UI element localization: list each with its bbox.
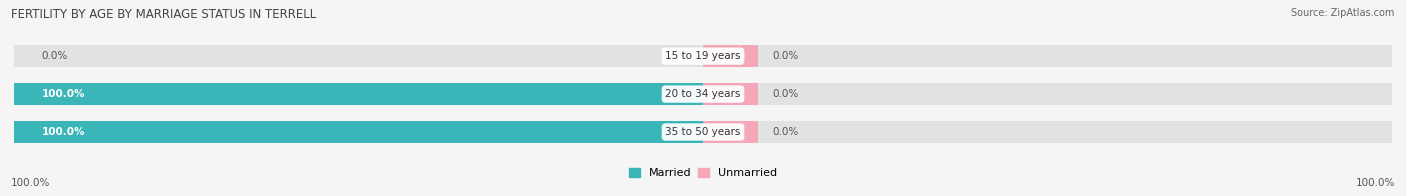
Text: 0.0%: 0.0% <box>772 127 799 137</box>
Text: Source: ZipAtlas.com: Source: ZipAtlas.com <box>1291 8 1395 18</box>
Bar <box>703 45 1392 67</box>
Bar <box>14 121 703 143</box>
Text: 20 to 34 years: 20 to 34 years <box>665 89 741 99</box>
Bar <box>703 83 758 105</box>
Bar <box>14 121 703 143</box>
Text: 100.0%: 100.0% <box>42 127 86 137</box>
Text: FERTILITY BY AGE BY MARRIAGE STATUS IN TERRELL: FERTILITY BY AGE BY MARRIAGE STATUS IN T… <box>11 8 316 21</box>
Text: 0.0%: 0.0% <box>772 51 799 61</box>
Text: 100.0%: 100.0% <box>1355 178 1395 188</box>
Bar <box>703 45 758 67</box>
Text: 0.0%: 0.0% <box>772 89 799 99</box>
Text: 100.0%: 100.0% <box>42 89 86 99</box>
Text: 0.0%: 0.0% <box>42 51 67 61</box>
Bar <box>14 83 703 105</box>
Bar <box>14 83 703 105</box>
Text: 100.0%: 100.0% <box>11 178 51 188</box>
Legend: Married, Unmarried: Married, Unmarried <box>627 165 779 180</box>
Bar <box>14 45 703 67</box>
Bar <box>703 121 1392 143</box>
Text: 35 to 50 years: 35 to 50 years <box>665 127 741 137</box>
Text: 15 to 19 years: 15 to 19 years <box>665 51 741 61</box>
Bar <box>703 83 1392 105</box>
Bar <box>703 121 758 143</box>
